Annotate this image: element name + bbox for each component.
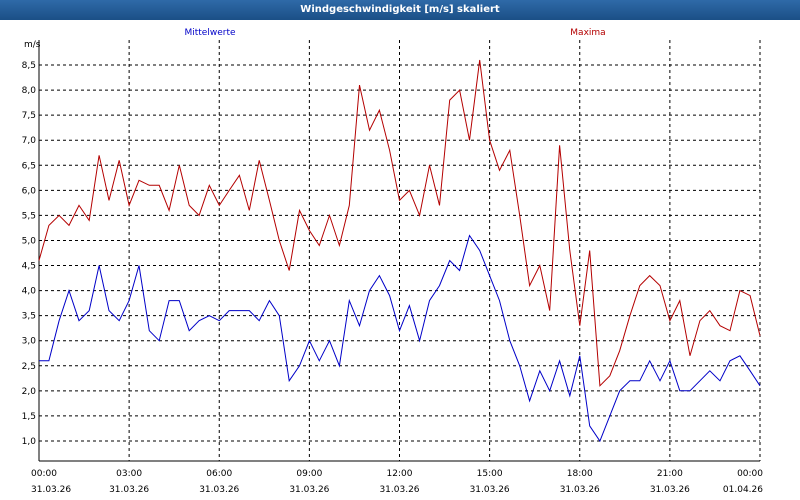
y-tick-label: 5,5 (22, 211, 36, 221)
wind-speed-chart: 1,0 1,5 2,0 2,5 3,0 3,5 4,0 4,5 5,0 5,5 6,0 6,5 7,0 7… (22, 28, 764, 495)
axes (38, 40, 760, 462)
series-line-maxima (38, 59, 761, 387)
y-tick-label: 2,5 (22, 362, 36, 372)
x-tick-time-label: 09:00 (296, 469, 322, 479)
x-tick-time-label: 12:00 (387, 469, 413, 479)
y-tick-label: 4,0 (22, 287, 37, 297)
series-lines (38, 59, 761, 443)
y-tick-label: 2,0 (22, 387, 37, 397)
x-tick-time-label: 00:00 (31, 469, 57, 479)
y-tick-label: 1,0 (22, 437, 37, 447)
y-axis-ticks: 1,0 1,5 2,0 2,5 3,0 3,5 4,0 4,5 5,0 5,5 6,0 6,5 7,0 7… (22, 61, 37, 447)
x-tick-date-label: 01.04.26 (723, 485, 763, 495)
legend-maxima: Maxima (570, 28, 605, 38)
grid (38, 40, 761, 461)
x-tick-date-label: 31.03.26 (109, 485, 149, 495)
y-axis-label: m/s (24, 40, 41, 50)
x-tick-date-label: 31.03.26 (379, 485, 419, 495)
x-tick-date-label: 31.03.26 (199, 485, 239, 495)
y-tick-label: 7,5 (22, 111, 36, 121)
x-tick-time-label: 06:00 (206, 469, 232, 479)
series-line-mittelwerte (39, 234, 761, 443)
chart-title-bar: Windgeschwindigkeit [m/s] skaliert (0, 0, 800, 20)
y-tick-label: 4,5 (22, 262, 36, 272)
x-tick-date-label: 31.03.26 (650, 485, 690, 495)
y-tick-label: 3,5 (22, 312, 36, 322)
y-tick-label: 6,0 (22, 186, 37, 196)
y-tick-label: 5,0 (22, 236, 37, 246)
x-tick-time-label: 18:00 (567, 469, 593, 479)
y-tick-label: 6,5 (22, 161, 36, 171)
x-tick-date-label: 31.03.26 (470, 485, 510, 495)
x-tick-date-label: 31.03.26 (31, 485, 71, 495)
y-tick-label: 8,0 (22, 86, 37, 96)
x-tick-time-label: 21:00 (657, 469, 683, 479)
x-tick-date-label: 31.03.26 (289, 485, 329, 495)
x-tick-time-label: 15:00 (477, 469, 503, 479)
x-tick-date-label: 31.03.26 (560, 485, 600, 495)
chart-title: Windgeschwindigkeit [m/s] skaliert (300, 4, 500, 15)
x-tick-time-label: 00:00 (737, 469, 763, 479)
x-tick-time-label: 03:00 (116, 469, 142, 479)
x-axis-ticks: 00:00 31.03.26 03:00 31.03.26 06:00 31.03.26 0… (31, 469, 763, 495)
y-tick-label: 7,0 (22, 136, 37, 146)
y-tick-label: 1,5 (22, 412, 36, 422)
legend-mittelwerte: Mittelwerte (184, 28, 235, 38)
y-tick-label: 8,5 (22, 61, 36, 71)
y-tick-label: 3,0 (22, 337, 37, 347)
